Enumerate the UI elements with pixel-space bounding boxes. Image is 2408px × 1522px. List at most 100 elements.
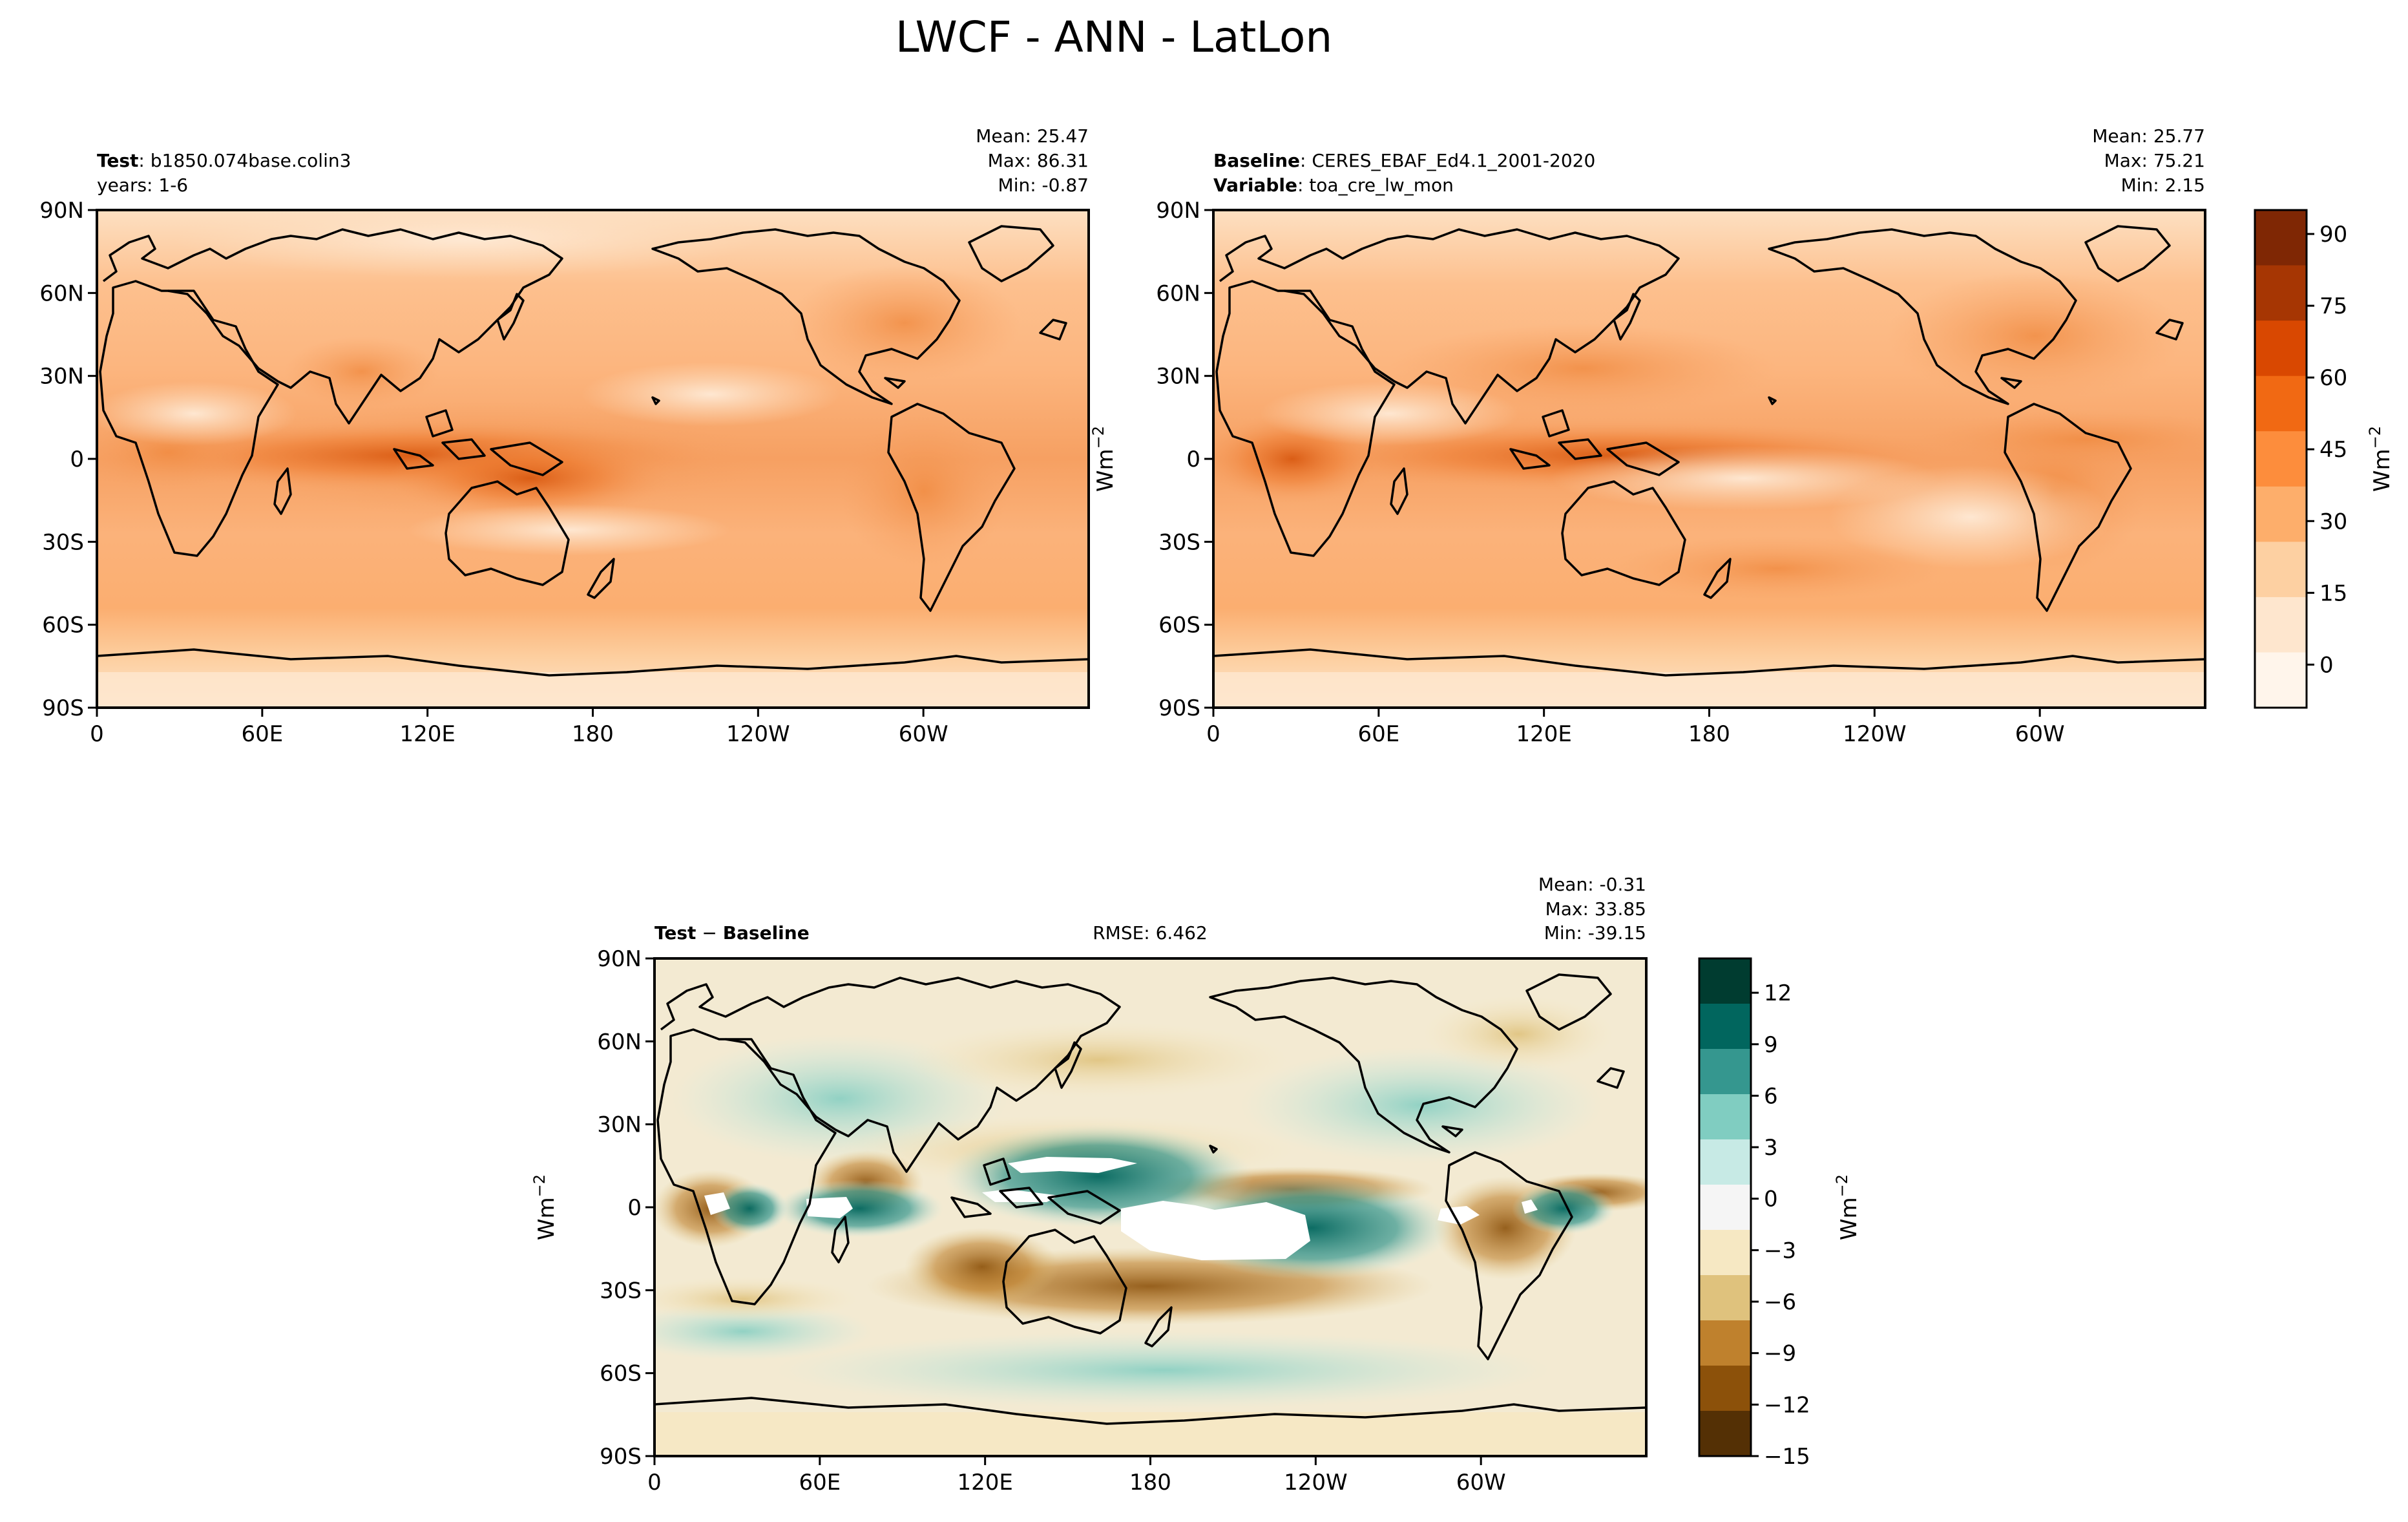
colorbar-swatch [2255, 652, 2307, 708]
lat-tick-label: 30N [39, 364, 84, 390]
colorbar-swatch [1699, 1185, 1751, 1231]
lon-tick-label: 180 [1688, 721, 1730, 747]
colorbar-tick-label: 0 [1764, 1187, 1778, 1212]
lon-tick-label: 0 [1206, 721, 1220, 747]
colorbar-swatch [1699, 1049, 1751, 1095]
colorbar-tick-label: 15 [2319, 580, 2347, 606]
colorbar-tick-label: −15 [1764, 1444, 1810, 1470]
test-label: Test: b1850.074base.colin3 [97, 150, 351, 171]
colorbar-swatch [2255, 375, 2307, 432]
colorbar-tick-label: 0 [2319, 652, 2334, 678]
lat-tick-label: 60N [1156, 280, 1200, 306]
lon-tick-label: 60W [1456, 1470, 1506, 1496]
colorbar-tick-label: 60 [2319, 365, 2347, 391]
lat-tick-label: 30N [1156, 364, 1200, 390]
colorbar-tick-label: 90 [2319, 222, 2347, 248]
lon-tick-label: 0 [647, 1470, 662, 1496]
diff-panel: Test − Baseline RMSE: 6.462 Mean: -0.31 … [597, 874, 1648, 1496]
lat-tick-label: 60S [42, 613, 84, 639]
lat-tick-label: 90N [1156, 198, 1200, 224]
diff-label: Test − Baseline [654, 922, 810, 944]
colorbar-swatch [1699, 1320, 1751, 1366]
colorbar-tick-label: 45 [2319, 437, 2347, 463]
colorbar-tick-label: −3 [1764, 1238, 1796, 1263]
lat-tick-label: 60N [39, 280, 84, 306]
lat-tick-label: 90S [600, 1444, 642, 1470]
lat-tick-label: 30S [42, 529, 84, 555]
baseline-panel: Baseline: CERES_EBAF_Ed4.1_2001-2020 Var… [1156, 125, 2206, 747]
colorbar-tick-label: −6 [1764, 1289, 1796, 1315]
lat-tick-label: 90S [42, 695, 84, 721]
diff-rmse: RMSE: 6.462 [1093, 922, 1208, 944]
lon-tick-label: 120E [1516, 721, 1571, 747]
colorbar-swatch [1699, 958, 1751, 1004]
lon-tick-label: 120W [1284, 1470, 1348, 1496]
colorbar-shared-units: Wm−2 [2366, 426, 2395, 492]
colorbar-tick-label: 12 [1764, 980, 1792, 1006]
colorbar-shared: 90 75 60 45 30 15 0 [2254, 209, 2347, 709]
test-units-label: Wm−2 [1089, 426, 1118, 492]
diff-min: Min: -39.15 [1544, 922, 1646, 944]
baseline-min: Min: 2.15 [2121, 174, 2205, 196]
lon-tick-label: 60E [241, 721, 283, 747]
lat-tick-label: 30S [1158, 529, 1200, 555]
lon-tick-label: 120E [957, 1470, 1012, 1496]
lon-tick-label: 0 [90, 721, 104, 747]
colorbar-swatch [1699, 1094, 1751, 1140]
colorbar-diff: 12 9 6 3 0 −3 −6 −9 −12 −15 [1698, 957, 1810, 1470]
lat-tick-label: 60S [1158, 613, 1200, 639]
colorbar-swatch [1699, 1275, 1751, 1321]
figure-title: LWCF - ANN - LatLon [895, 12, 1332, 62]
lon-tick-label: 120W [1843, 721, 1907, 747]
diff-mean: Mean: -0.31 [1538, 874, 1646, 895]
lon-tick-label: 180 [1129, 1470, 1171, 1496]
lon-tick-label: 180 [572, 721, 614, 747]
lat-tick-label: 90N [597, 946, 642, 972]
lat-tick-label: 60S [600, 1361, 642, 1387]
lat-tick-label: 0 [627, 1195, 642, 1221]
colorbar-swatch [1699, 1366, 1751, 1411]
test-max: Max: 86.31 [988, 150, 1089, 171]
lon-tick-label: 120W [726, 721, 790, 747]
colorbar-swatch [2255, 321, 2307, 377]
colorbar-swatch [2255, 542, 2307, 598]
colorbar-swatch [2255, 486, 2307, 542]
lat-tick-label: 0 [70, 447, 84, 472]
test-years: years: 1-6 [97, 174, 188, 196]
test-mean: Mean: 25.47 [976, 125, 1089, 147]
colorbar-swatch [1699, 1230, 1751, 1276]
test-panel: Test: b1850.074base.colin3 years: 1-6 Me… [39, 125, 1090, 747]
baseline-mean: Mean: 25.77 [2092, 125, 2205, 147]
lon-tick-label: 60E [799, 1470, 841, 1496]
lat-tick-label: 90N [39, 198, 84, 224]
colorbar-diff-units: Wm−2 [1833, 1174, 1862, 1240]
colorbar-tick-label: 9 [1764, 1032, 1778, 1058]
lon-tick-label: 120E [399, 721, 455, 747]
colorbar-swatch [1699, 1004, 1751, 1050]
colorbar-swatch [2255, 597, 2307, 653]
lon-tick-label: 60E [1357, 721, 1399, 747]
colorbar-swatch [1699, 1139, 1751, 1185]
test-min: Min: -0.87 [998, 174, 1089, 196]
lon-tick-label: 60W [899, 721, 948, 747]
lat-tick-label: 0 [1186, 447, 1200, 472]
baseline-label: Baseline: CERES_EBAF_Ed4.1_2001-2020 [1213, 150, 1595, 171]
colorbar-swatch [2255, 265, 2307, 321]
colorbar-tick-label: 3 [1764, 1135, 1778, 1161]
lat-tick-label: 30S [600, 1278, 642, 1304]
lat-tick-label: 60N [597, 1029, 642, 1055]
colorbar-swatch [2255, 431, 2307, 487]
baseline-variable: Variable: toa_cre_lw_mon [1213, 174, 1454, 196]
lat-tick-label: 30N [597, 1112, 642, 1138]
colorbar-swatch [2255, 210, 2307, 266]
colorbar-tick-label: 6 [1764, 1083, 1778, 1109]
colorbar-tick-label: −12 [1764, 1392, 1810, 1418]
lat-tick-label: 90S [1158, 695, 1200, 721]
diff-max: Max: 33.85 [1545, 898, 1646, 920]
baseline-max: Max: 75.21 [2104, 150, 2205, 171]
diff-units-label: Wm−2 [530, 1174, 560, 1240]
lon-tick-label: 60W [2015, 721, 2065, 747]
colorbar-tick-label: 30 [2319, 509, 2347, 534]
colorbar-tick-label: 75 [2319, 293, 2347, 319]
colorbar-tick-label: −9 [1764, 1341, 1796, 1367]
